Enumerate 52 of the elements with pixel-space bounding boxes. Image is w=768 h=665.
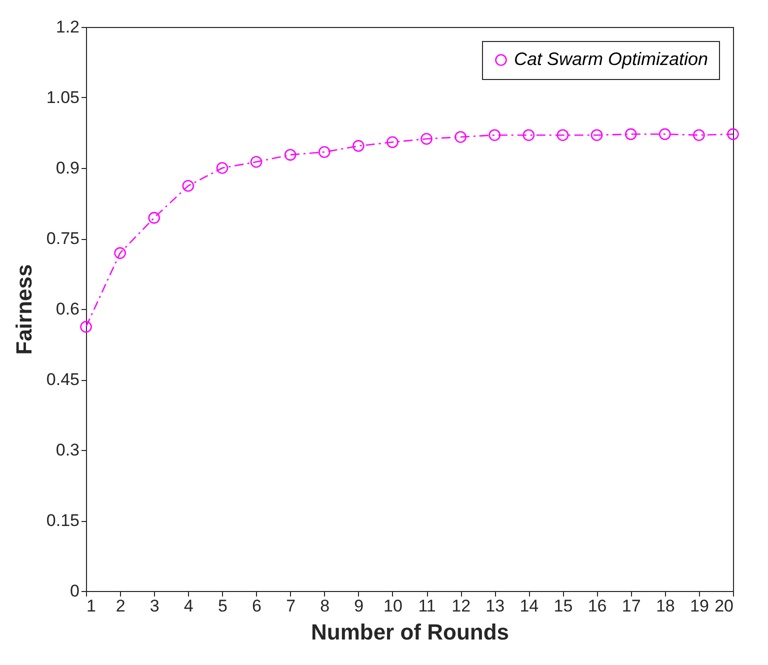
x-tick-label: 4 bbox=[184, 596, 194, 616]
point bbox=[284, 148, 296, 161]
x-tick-label: 20 bbox=[714, 596, 734, 616]
x-tick-label: 2 bbox=[116, 596, 126, 616]
y-tick-label: 1.05 bbox=[46, 88, 80, 107]
point bbox=[659, 128, 671, 140]
point bbox=[114, 247, 126, 259]
y-axis-title: Fairness bbox=[11, 264, 36, 355]
legend-label: Cat Swarm Optimization bbox=[514, 49, 708, 69]
y-tick-label: 0.3 bbox=[56, 440, 80, 460]
y-tick-label: 1.2 bbox=[56, 18, 80, 36]
point bbox=[80, 320, 92, 333]
point bbox=[352, 140, 364, 152]
point bbox=[727, 128, 739, 140]
y-tick-label: 0.6 bbox=[56, 300, 80, 318]
point bbox=[148, 212, 160, 224]
x-tick-label: 14 bbox=[520, 596, 539, 616]
x-tick-label: 16 bbox=[588, 596, 607, 616]
point bbox=[318, 146, 330, 158]
x-tick-label: 7 bbox=[286, 596, 296, 616]
x-tick-label: 1 bbox=[86, 596, 96, 616]
x-tick-label: 19 bbox=[690, 596, 709, 616]
x-tick-label: 17 bbox=[622, 596, 641, 616]
point bbox=[386, 136, 398, 148]
y-tick-label: 0.75 bbox=[46, 229, 80, 248]
x-tick-label: 13 bbox=[486, 596, 505, 616]
y-tick-label: 0.45 bbox=[46, 370, 80, 389]
x-tick-label: 9 bbox=[354, 596, 364, 616]
point bbox=[182, 180, 194, 192]
x-tick-label: 18 bbox=[656, 596, 675, 616]
point bbox=[216, 162, 228, 174]
point bbox=[250, 156, 262, 168]
x-tick-label: 12 bbox=[452, 596, 471, 616]
x-tick-label: 6 bbox=[252, 596, 262, 616]
x-axis-title: Number of Rounds bbox=[311, 620, 509, 644]
point bbox=[522, 129, 535, 141]
point bbox=[693, 129, 705, 141]
x-tick-label: 3 bbox=[150, 596, 160, 616]
x-tick-label: 10 bbox=[384, 596, 402, 616]
point bbox=[556, 129, 569, 141]
y-tick-label: 0.15 bbox=[46, 511, 80, 530]
point bbox=[590, 129, 603, 141]
x-tick-label: 8 bbox=[320, 596, 330, 616]
point bbox=[454, 131, 466, 143]
point bbox=[488, 129, 501, 141]
point bbox=[420, 132, 432, 145]
x-tick-label: 11 bbox=[418, 596, 436, 616]
y-tick-label: 0.9 bbox=[56, 158, 80, 178]
x-tick-label: 15 bbox=[554, 596, 573, 616]
point bbox=[624, 128, 637, 140]
x-tick-label: 5 bbox=[218, 596, 228, 616]
y-tick-label: 0 bbox=[70, 582, 80, 600]
